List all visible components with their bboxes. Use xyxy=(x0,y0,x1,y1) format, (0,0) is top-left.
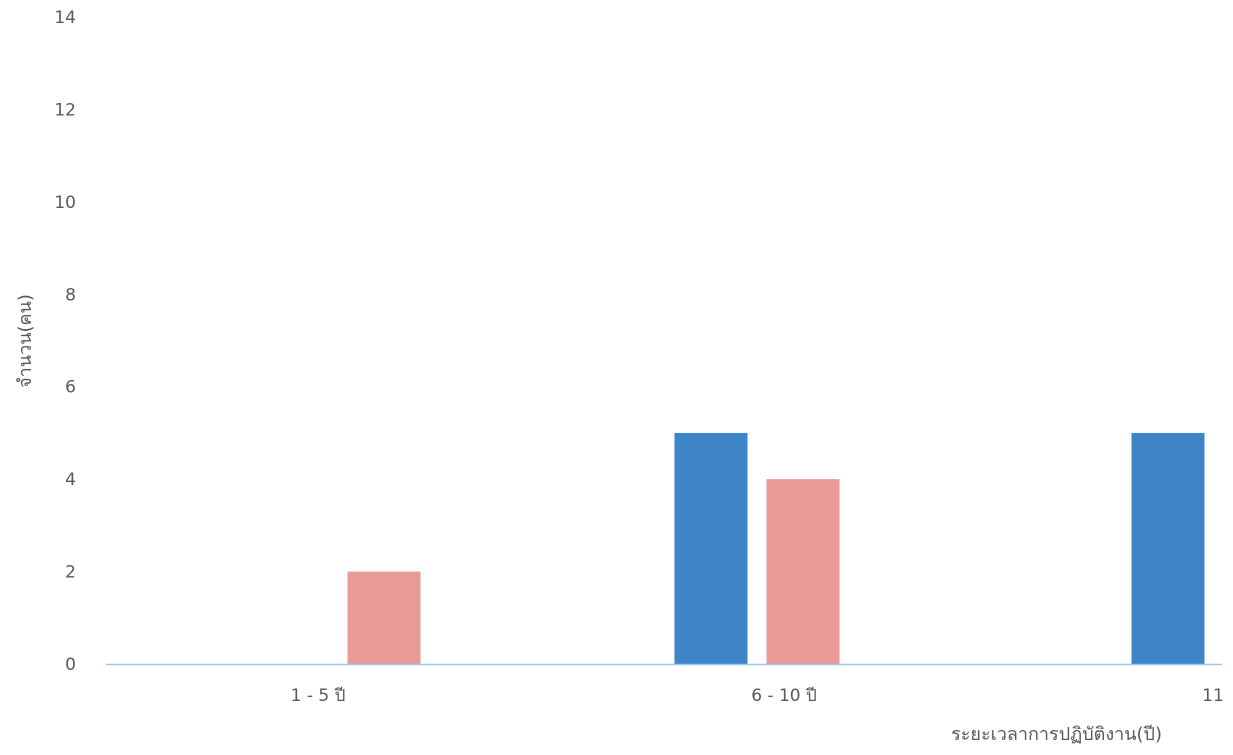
x-tick-label: 11 xyxy=(1202,686,1224,706)
y-axis-ticks: 0 2 4 6 8 10 12 14 xyxy=(54,8,76,675)
y-tick-label: 4 xyxy=(65,470,76,490)
bar-series-2-cat-2 xyxy=(766,479,840,664)
y-tick-label: 0 xyxy=(65,655,76,675)
x-tick-label: 6 - 10 ปี xyxy=(751,686,817,706)
x-tick-label: 1 - 5 ปี xyxy=(291,686,346,706)
x-axis-ticks: 1 - 5 ปี 6 - 10 ปี 11 xyxy=(291,686,1224,706)
bar-series-2-cat-1 xyxy=(347,571,421,664)
y-tick-label: 14 xyxy=(54,8,76,28)
y-axis-title: จำนวน(คน) xyxy=(15,294,36,388)
bar-series-1-cat-2 xyxy=(674,432,748,664)
y-tick-label: 2 xyxy=(65,563,76,583)
y-tick-label: 12 xyxy=(54,100,76,120)
y-tick-label: 6 xyxy=(65,378,76,398)
x-axis-title: ระยะเวลาการปฏิบัติงาน(ปี) xyxy=(951,724,1162,745)
y-tick-label: 8 xyxy=(65,285,76,305)
y-tick-label: 10 xyxy=(54,193,76,213)
bars xyxy=(347,432,1205,664)
bar-series-1-cat-3 xyxy=(1131,432,1205,664)
